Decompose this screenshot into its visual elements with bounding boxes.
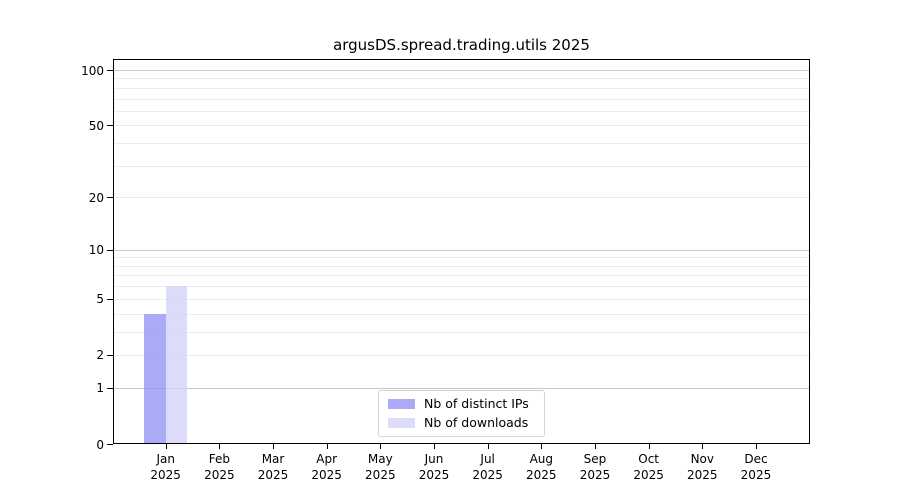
y-axis-tick-label: 20	[88, 190, 104, 205]
bar-nb-of-downloads	[165, 286, 188, 444]
y-axis-tick-mark	[107, 70, 113, 71]
y-axis-tick-mark	[107, 444, 113, 445]
gridline-minor	[114, 265, 809, 267]
x-axis-tick-mark	[380, 444, 382, 449]
x-axis-tick-label: Jul 2025	[472, 452, 503, 482]
x-axis-tick-mark	[702, 444, 704, 449]
plot-area	[113, 59, 810, 444]
legend-swatch-downloads	[388, 418, 415, 428]
gridline-minor	[114, 331, 809, 333]
gridline-minor	[114, 354, 809, 356]
bar-nb-of-distinct-ips	[144, 313, 166, 444]
gridline-minor	[114, 98, 809, 100]
gridline-major	[114, 70, 809, 71]
gridline-major	[114, 387, 809, 389]
y-axis-tick-label: 100	[81, 63, 104, 78]
y-axis-tick-mark	[107, 387, 113, 389]
y-axis-tick-label: 2	[96, 348, 104, 363]
y-axis-tick-label: 50	[88, 118, 104, 133]
x-axis-tick-label: Nov 2025	[687, 452, 718, 482]
gridline-minor	[114, 87, 809, 89]
x-axis-tick-label: May 2025	[365, 452, 396, 482]
x-axis-tick-label: Aug 2025	[526, 452, 557, 482]
y-axis-tick-mark	[107, 125, 113, 127]
y-axis-tick-mark	[107, 197, 113, 199]
gridline-minor	[114, 143, 809, 145]
x-axis-tick-mark	[648, 444, 650, 449]
gridline-minor	[114, 110, 809, 112]
x-axis-tick-label: Jun 2025	[418, 452, 450, 482]
x-axis-tick-mark	[326, 444, 328, 449]
chart-title: argusDS.spread.trading.utils 2025	[333, 36, 590, 54]
gridline-minor	[114, 275, 809, 277]
x-axis-tick-mark	[273, 444, 275, 449]
gridline-minor	[114, 313, 809, 315]
x-axis-tick-label: Apr 2025	[311, 452, 342, 482]
gridline-major	[114, 249, 809, 251]
x-axis-tick-mark	[434, 444, 435, 449]
x-axis-tick-mark	[165, 444, 167, 449]
legend-swatch-distinct-ips	[388, 399, 415, 409]
x-axis-tick-label: Oct 2025	[633, 452, 664, 482]
y-axis-tick-mark	[107, 354, 113, 356]
x-axis-tick-label: Sep 2025	[579, 452, 611, 482]
gridline-minor	[114, 257, 809, 259]
y-axis-tick-label: 1	[96, 381, 104, 396]
gridline-minor	[114, 125, 809, 127]
y-axis-tick-label: 10	[88, 243, 104, 258]
legend-label: Nb of distinct IPs	[424, 396, 529, 411]
y-axis-tick-mark	[107, 298, 113, 300]
x-axis-tick-label: Jan 2025	[150, 452, 181, 482]
legend-label: Nb of downloads	[424, 415, 529, 430]
gridline-minor	[114, 165, 809, 167]
y-axis-tick-mark	[107, 249, 113, 251]
x-axis-tick-mark	[219, 444, 221, 449]
x-axis-tick-mark	[755, 444, 757, 449]
x-axis-tick-label: Feb 2025	[204, 452, 235, 482]
x-axis-tick-label: Dec 2025	[740, 452, 772, 482]
gridline-minor	[114, 298, 809, 300]
legend: Nb of distinct IPs Nb of downloads	[378, 390, 545, 437]
gridline-minor	[114, 286, 809, 288]
gridline-minor	[114, 78, 809, 80]
legend-item-distinct-ips: Nb of distinct IPs	[388, 396, 535, 412]
x-axis-tick-label: Mar 2025	[257, 452, 289, 482]
gridline-minor	[114, 197, 809, 199]
x-axis-tick-mark	[487, 444, 489, 449]
y-axis-tick-label: 0	[96, 437, 104, 452]
y-axis-tick-label: 5	[96, 292, 104, 307]
x-axis-tick-mark	[541, 444, 543, 449]
legend-item-downloads: Nb of downloads	[388, 415, 535, 431]
x-axis-tick-mark	[594, 444, 596, 449]
